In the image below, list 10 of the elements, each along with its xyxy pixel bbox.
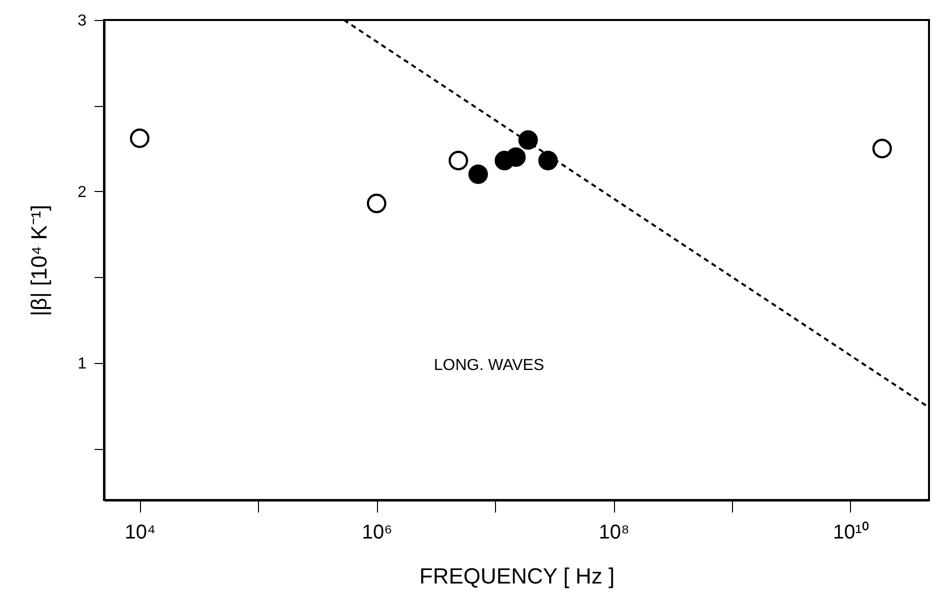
- y-tick-label: 1: [78, 355, 87, 372]
- x-tick-label: 10¹⁰: [833, 520, 869, 544]
- x-tick-label: 10⁶: [362, 522, 392, 544]
- annotation: LONG. WAVES: [434, 357, 544, 374]
- x-tick-label: 10⁴: [124, 522, 156, 544]
- x-tick-label: 10⁸: [598, 522, 630, 544]
- x-axis-title: FREQUENCY [ Hz ]: [419, 564, 615, 588]
- y-tick-label: 3: [78, 12, 87, 30]
- y-axis-title: |β| [10⁴ K⁻¹]: [26, 204, 52, 316]
- y-tick-label: 2: [78, 184, 87, 201]
